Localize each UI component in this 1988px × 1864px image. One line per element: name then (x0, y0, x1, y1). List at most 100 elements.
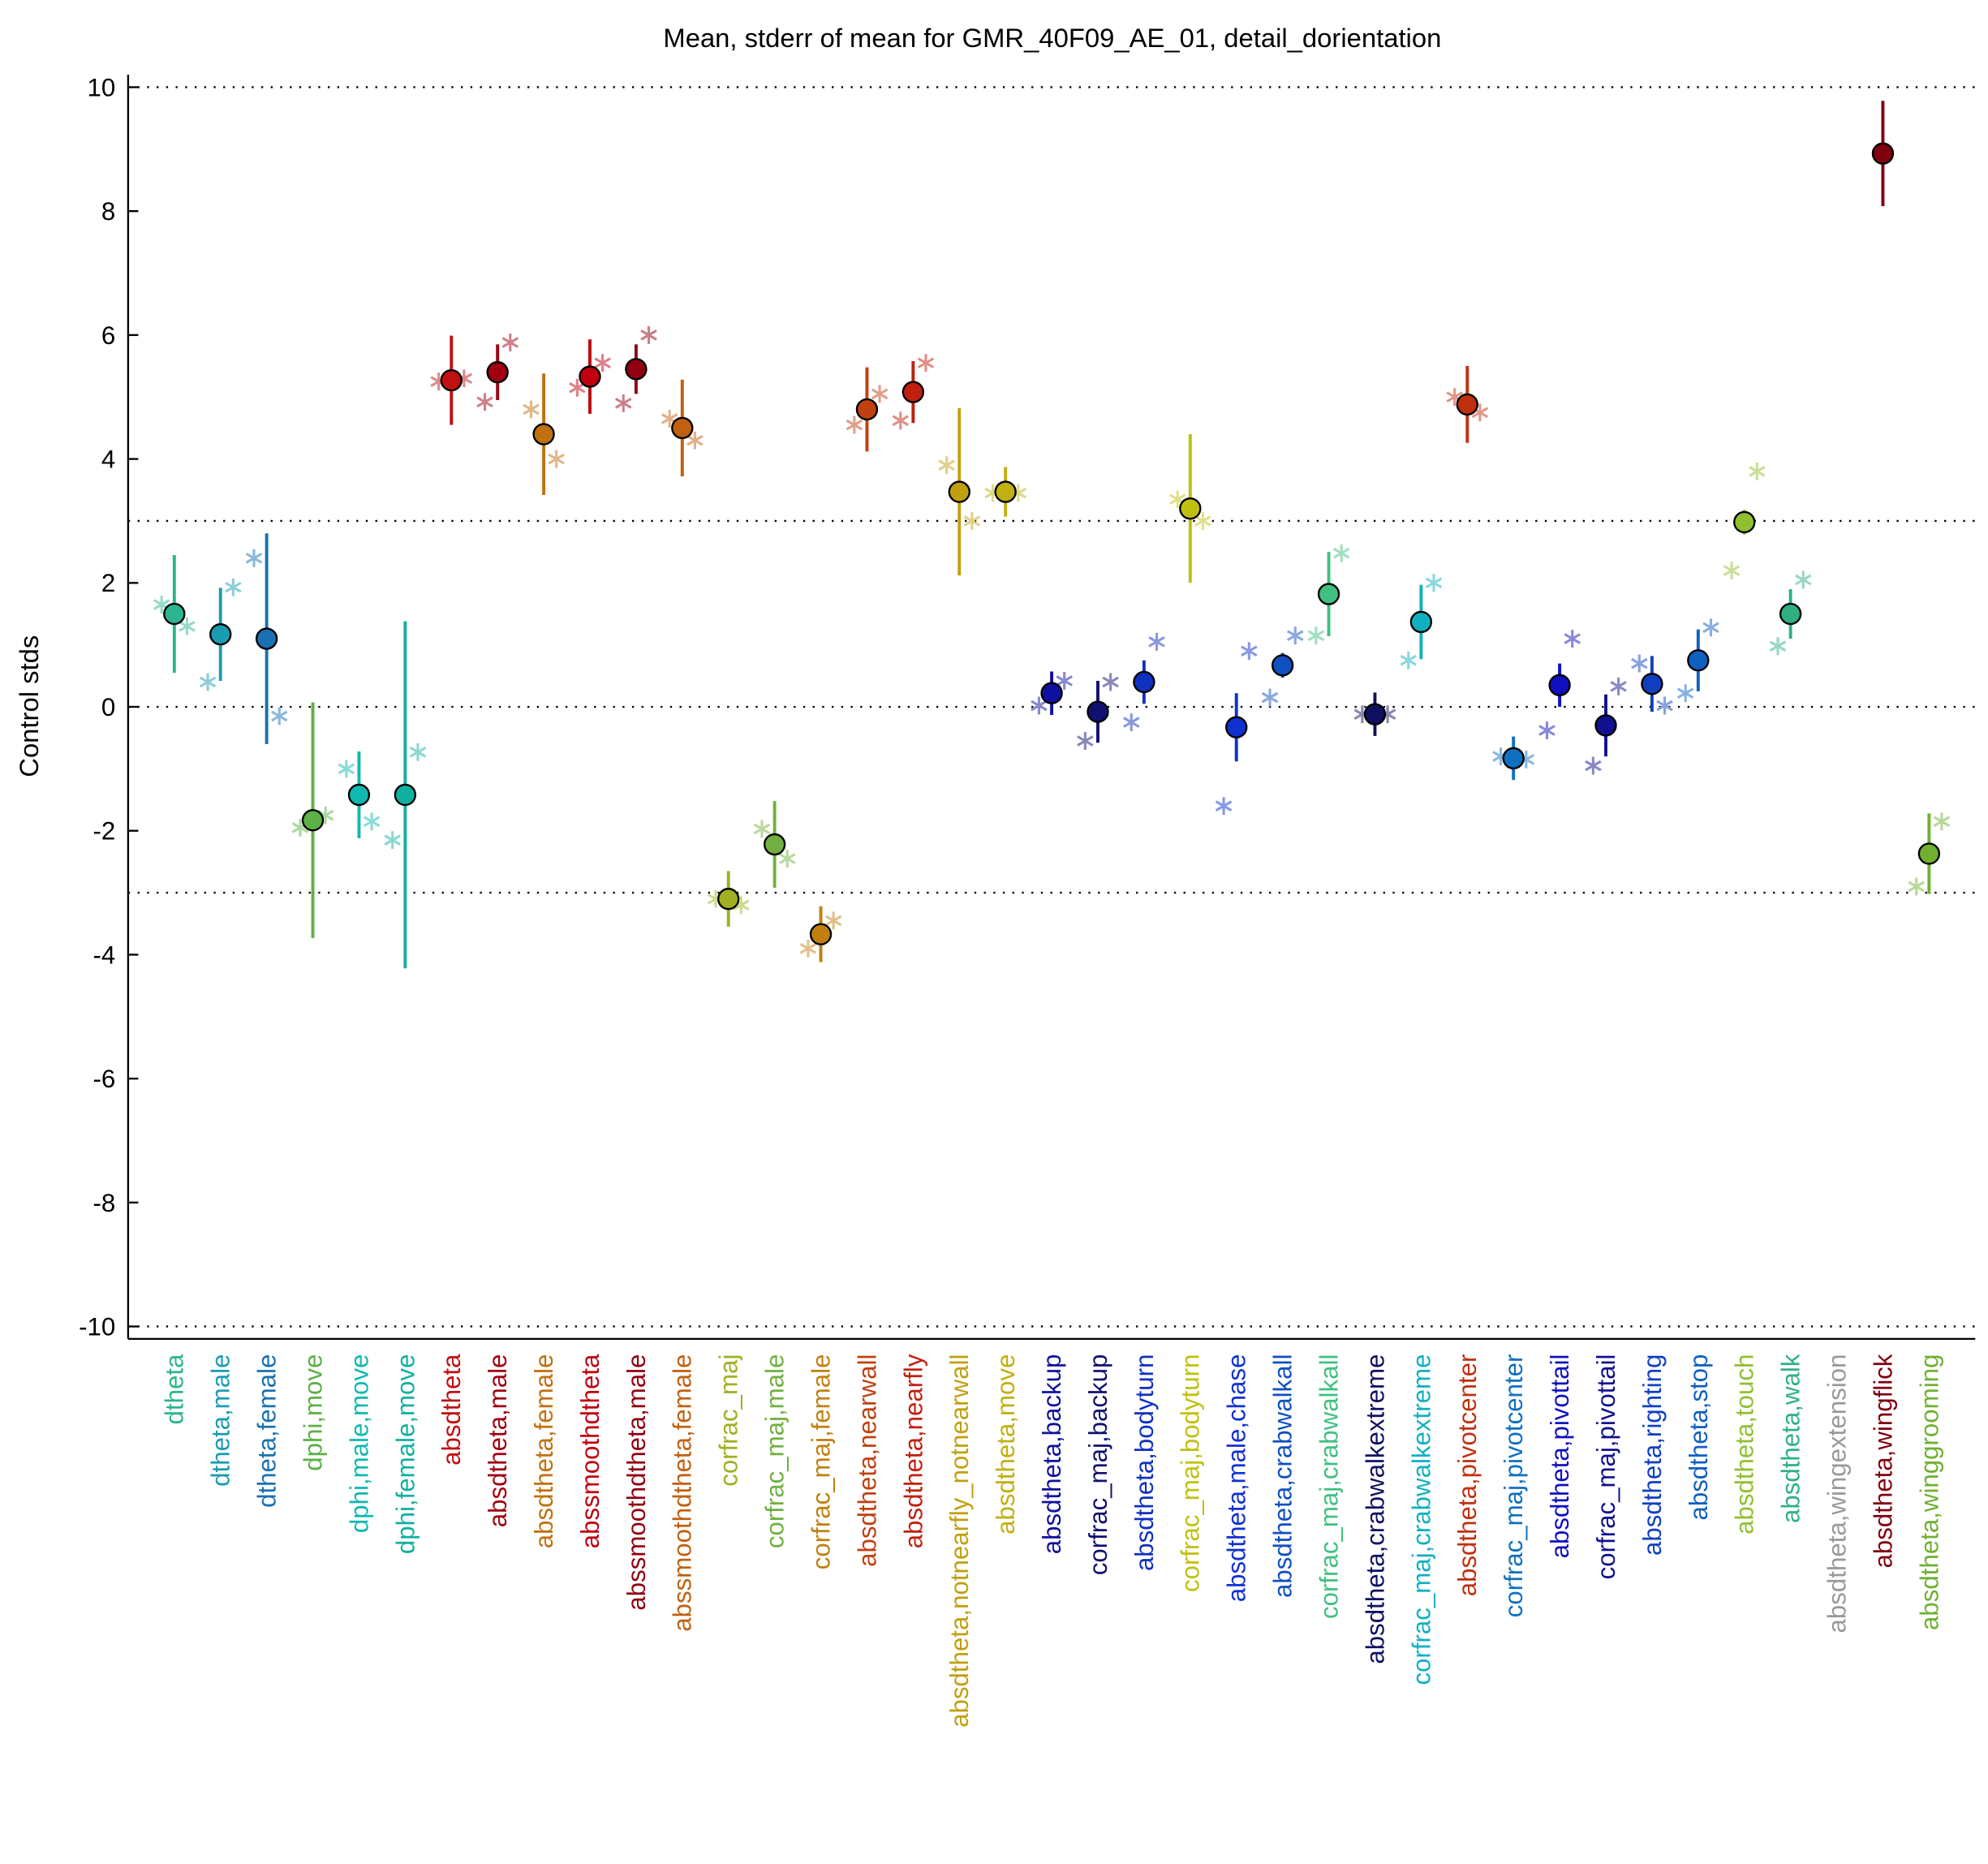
star-stroke (199, 676, 217, 688)
star-stroke (338, 763, 355, 775)
sub-marker (501, 334, 519, 351)
sub-marker (1631, 654, 1648, 673)
sub-marker (779, 850, 796, 868)
x-tick-label: absdtheta (437, 1354, 466, 1466)
y-tick-label: 4 (101, 446, 115, 474)
x-tick-label: absdtheta,walk (1777, 1354, 1805, 1523)
star-stroke (733, 899, 750, 911)
star-stroke (1631, 657, 1648, 669)
star-stroke (963, 515, 981, 527)
chart-title: Mean, stderr of mean for GMR_40F09_AE_01… (663, 23, 1441, 53)
sub-marker (1656, 696, 1673, 715)
star-stroke (1538, 725, 1556, 736)
sub-marker (270, 707, 288, 725)
star-stroke (363, 816, 381, 828)
star-stroke (1723, 565, 1741, 576)
sub-marker (1749, 462, 1766, 480)
star-stroke (1585, 760, 1602, 772)
x-tick-label: corfrac_maj,bodyturn (1177, 1354, 1205, 1592)
star-stroke (846, 419, 863, 431)
star-stroke (871, 388, 889, 400)
star-stroke (1702, 622, 1719, 634)
star-stroke (594, 357, 611, 369)
y-tick-label: -10 (79, 1313, 115, 1341)
star-stroke (753, 823, 771, 835)
sub-marker (1564, 630, 1581, 648)
star-stroke (1148, 636, 1165, 648)
y-tick-label: 2 (101, 569, 115, 597)
sub-marker (199, 673, 217, 691)
sub-marker (1585, 756, 1602, 775)
star-stroke (270, 710, 288, 722)
sub-marker (1702, 618, 1719, 637)
y-tick-label: 0 (101, 693, 115, 721)
x-tick-label: absdtheta,pivottail (1546, 1354, 1574, 1559)
sub-marker (1307, 626, 1325, 645)
star-stroke (892, 415, 909, 427)
x-tick-label: absdtheta,touch (1731, 1354, 1759, 1535)
x-tick-label: absdtheta,wingflick (1869, 1354, 1897, 1568)
mean-marker (301, 809, 325, 832)
x-tick-label: absdtheta,nearfly (899, 1354, 927, 1548)
sub-marker (938, 456, 955, 475)
star-stroke (245, 552, 263, 564)
star-stroke (1241, 645, 1258, 657)
mean-marker (486, 361, 509, 384)
sub-marker (594, 354, 611, 372)
x-tick-label: absdtheta,crabwalkextreme (1361, 1354, 1389, 1664)
mean-marker (394, 783, 417, 807)
star-stroke (225, 581, 242, 593)
star-stroke (1123, 717, 1140, 728)
star-stroke (523, 403, 540, 415)
sub-marker (1077, 732, 1094, 750)
mean-marker (1641, 673, 1663, 695)
star-stroke (661, 413, 678, 424)
star-stroke (409, 746, 427, 758)
y-tick-label: 10 (88, 73, 116, 101)
star-stroke (1168, 493, 1186, 506)
sub-marker (1769, 637, 1787, 656)
mean-marker (579, 365, 601, 388)
x-tick-label: dphi,male,move (345, 1354, 373, 1534)
star-stroke (1332, 547, 1350, 559)
star-stroke (686, 434, 704, 446)
x-tick-label: dtheta,male (207, 1354, 235, 1487)
x-tick-label: absdtheta,backup (1038, 1354, 1066, 1555)
mean-marker (347, 783, 371, 807)
x-tick-label: abssmoothdtheta,female (669, 1354, 697, 1632)
star-stroke (1194, 515, 1211, 527)
sub-marker (384, 831, 401, 850)
mean-marker (1733, 510, 1756, 534)
sub-marker (1425, 574, 1443, 592)
star-stroke (179, 620, 196, 632)
star-stroke (1471, 407, 1489, 419)
sub-marker (1676, 684, 1694, 703)
y-tick-label: -6 (93, 1065, 115, 1093)
star-stroke (1102, 676, 1119, 688)
sub-marker (871, 385, 889, 403)
sub-marker (476, 393, 493, 411)
sub-marker (1287, 626, 1304, 645)
star-stroke (1769, 640, 1787, 652)
sub-marker (892, 411, 909, 430)
x-tick-label: corfrac_maj (715, 1354, 743, 1487)
x-tick-label: corfrac_maj,crabwalkall (1315, 1354, 1343, 1619)
x-tick-label: corfrac_maj,male (761, 1354, 790, 1549)
mean-marker (1779, 602, 1802, 626)
mean-marker (1087, 700, 1109, 723)
sub-marker (686, 431, 704, 450)
sub-marker (1056, 672, 1073, 690)
mean-marker (1133, 670, 1155, 694)
star-stroke (1933, 816, 1951, 828)
sub-marker (1194, 512, 1211, 530)
star-stroke (1215, 800, 1233, 812)
star-stroke (1287, 630, 1304, 642)
sub-marker (1400, 651, 1417, 669)
sub-marker (846, 415, 863, 434)
mean-marker (1363, 703, 1387, 725)
sub-marker (1610, 677, 1627, 695)
sub-marker (409, 743, 427, 761)
